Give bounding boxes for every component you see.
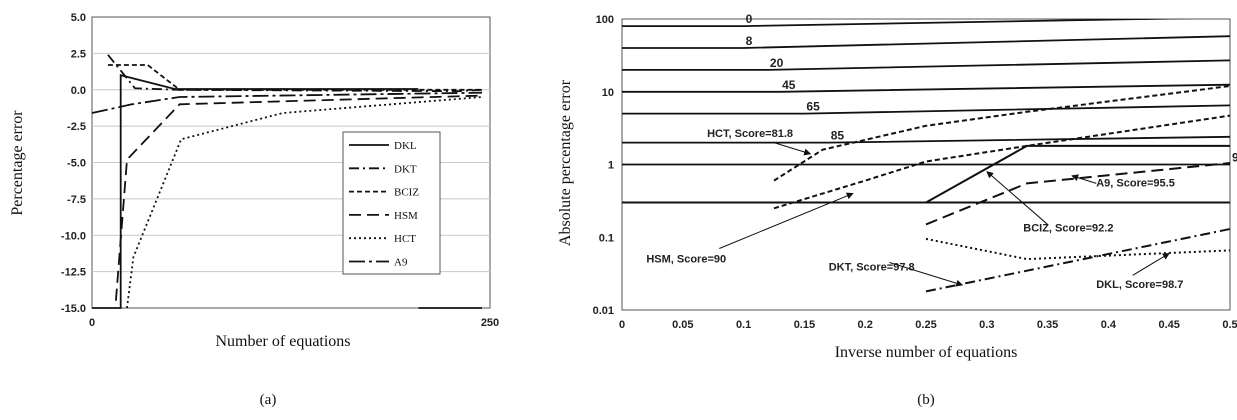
panel-a-legend-label-bciz: BCIZ bbox=[394, 187, 419, 199]
panel-b-annotation-arrow bbox=[986, 171, 1048, 225]
panel-a-series bbox=[91, 54, 483, 309]
panel-a-legend-label-hct: HCT bbox=[394, 233, 416, 245]
panel-b-score-line-0 bbox=[622, 19, 1197, 28]
panel-b-score-label-85: 85 bbox=[831, 129, 845, 143]
panel-b-annotations: 0 8 20 45 65 85 90 HCT, Score=81.8 A9, Score=95.… bbox=[646, 12, 1237, 291]
panel-b-annotation-arrow bbox=[889, 262, 964, 287]
panel-b-x-tick-label: 0.5 bbox=[1222, 319, 1237, 331]
panel-a-series-a9 bbox=[91, 91, 483, 114]
panel-a-y-tick-label: -2.5 bbox=[67, 121, 86, 133]
panel-b-annotation-a9-score-95-5: A9, Score=95.5 bbox=[1096, 177, 1175, 189]
panel-a-label: (a) bbox=[260, 392, 277, 408]
panel-b-x-tick-label: 0.15 bbox=[794, 319, 815, 331]
panel-a-xlabel: Number of equations bbox=[215, 333, 350, 350]
panel-b-y-tick-label: 0.01 bbox=[593, 305, 614, 317]
panel-b-score-line-8 bbox=[622, 35, 1230, 49]
panel-b-annotation-bciz-score-92-2: BCIZ, Score=92.2 bbox=[1023, 222, 1113, 234]
panel-b-series-hsm bbox=[773, 114, 1230, 210]
panel-a-x-tick-label: 250 bbox=[481, 317, 499, 329]
panel-b-annotation-hsm-score-90: HSM, Score=90 bbox=[646, 253, 726, 265]
panel-b-series-a9 bbox=[925, 162, 1230, 226]
panel-b-y-tick-label: 100 bbox=[596, 14, 614, 26]
panel-b-annotation-arrow bbox=[719, 192, 854, 249]
panel-a-y-tick-label: 0.0 bbox=[71, 85, 86, 97]
panel-b-annotation-dkl-score-98-7: DKL, Score=98.7 bbox=[1096, 279, 1183, 291]
panel-a-y-tick-label: 2.5 bbox=[71, 48, 86, 60]
panel-a-y-tick-label: -5.0 bbox=[67, 158, 86, 170]
panel-a-ylabel: Percentage error bbox=[9, 110, 26, 216]
panel-b-x-tick-label: 0.25 bbox=[915, 319, 936, 331]
panel-a-y-tick-label: -7.5 bbox=[67, 194, 86, 206]
panel-b-score-lines bbox=[622, 19, 1230, 166]
panel-a-y-tick-label: -15.0 bbox=[61, 303, 86, 315]
panel-b-label: (b) bbox=[917, 392, 935, 408]
panel-a-y-tick-label: -12.5 bbox=[61, 267, 86, 279]
panel-b-xlabel: Inverse number of equations bbox=[835, 344, 1018, 361]
panel-b-x-tick-label: 0.35 bbox=[1037, 319, 1058, 331]
panel-b-score-line-85 bbox=[622, 135, 1230, 144]
panel-b-score-label-8: 8 bbox=[746, 34, 753, 48]
panel-b-annotation-dkt-score-97-8: DKT, Score=97.8 bbox=[829, 261, 915, 273]
panel-b-x-tick-label: 0.45 bbox=[1158, 319, 1179, 331]
panel-a-series-hct bbox=[126, 96, 483, 309]
panel-b-score-label-45: 45 bbox=[782, 78, 796, 92]
panel-b-series-dkt bbox=[925, 228, 1230, 293]
panel-b-ticks: 100 10 1 0.1 0.01 0 0.05 0.1 0.15 0.2 0.25 0.3 0.35 0… bbox=[593, 14, 1237, 331]
panel-b-series bbox=[622, 85, 1230, 293]
panel-b-x-tick-label: 0.1 bbox=[736, 319, 751, 331]
panel-b-score-label-65: 65 bbox=[806, 100, 820, 114]
panel-a-legend-box bbox=[342, 131, 441, 275]
panel-b-chart: 100 10 1 0.1 0.01 0 0.05 0.1 0.15 0.2 0.25 0.3 0.35 0… bbox=[557, 12, 1237, 408]
panel-b-score-label-20: 20 bbox=[770, 56, 784, 70]
panel-b-score-label-90: 90 bbox=[1232, 151, 1237, 165]
panel-b-series-bciz bbox=[925, 144, 1230, 204]
panel-b-x-tick-label: 0.4 bbox=[1101, 319, 1117, 331]
panel-b-series-hct bbox=[773, 85, 1230, 182]
panel-b-annotation-arrow bbox=[1132, 252, 1170, 276]
panel-b-ylabel: Absolute percentage error bbox=[557, 79, 574, 246]
panel-a-legend-label-hsm: HSM bbox=[394, 210, 418, 222]
panel-a-series-hsm bbox=[115, 94, 483, 301]
panel-b-x-tick-label: 0 bbox=[619, 319, 625, 331]
panel-a-legend-label-dkt: DKT bbox=[394, 163, 417, 175]
panel-b-score-label-0: 0 bbox=[746, 12, 753, 26]
panel-b-y-tick-label: 10 bbox=[602, 87, 614, 99]
panel-a-legend-label-a9: A9 bbox=[394, 257, 408, 269]
panel-b-annotation-arrow bbox=[1071, 174, 1097, 184]
panel-a-chart: 5.0 2.5 0.0 -2.5 -5.0 -7.5 -10.0 -12.5 -15.00 250… bbox=[9, 12, 499, 408]
panel-b-x-tick-label: 0.05 bbox=[672, 319, 693, 331]
panel-a-ticks: 5.0 2.5 0.0 -2.5 -5.0 -7.5 -10.0 -12.5 -15.00 250 bbox=[61, 12, 499, 329]
panel-a-x-tick-label: 0 bbox=[89, 317, 95, 329]
panel-b-score-line-65 bbox=[622, 104, 1230, 115]
panel-a-y-tick-label: -10.0 bbox=[61, 230, 86, 242]
panel-a-legend: DKL DKT BCIZ HSM HCT A9 bbox=[342, 131, 441, 275]
panel-b-score-line-45 bbox=[622, 83, 1230, 93]
panel-b-annotation-arrow bbox=[773, 142, 812, 156]
panel-a-legend-label-dkl: DKL bbox=[394, 140, 417, 152]
panel-a-y-tick-label: 5.0 bbox=[71, 12, 86, 24]
panel-b-annotation-hct-score-81-8: HCT, Score=81.8 bbox=[707, 128, 793, 140]
panel-b-score-line-20 bbox=[622, 59, 1230, 71]
panel-b-y-tick-label: 0.1 bbox=[599, 232, 614, 244]
panel-b-x-tick-label: 0.2 bbox=[858, 319, 873, 331]
panel-b-y-tick-label: 1 bbox=[608, 160, 614, 172]
panel-b-x-tick-label: 0.3 bbox=[979, 319, 994, 331]
